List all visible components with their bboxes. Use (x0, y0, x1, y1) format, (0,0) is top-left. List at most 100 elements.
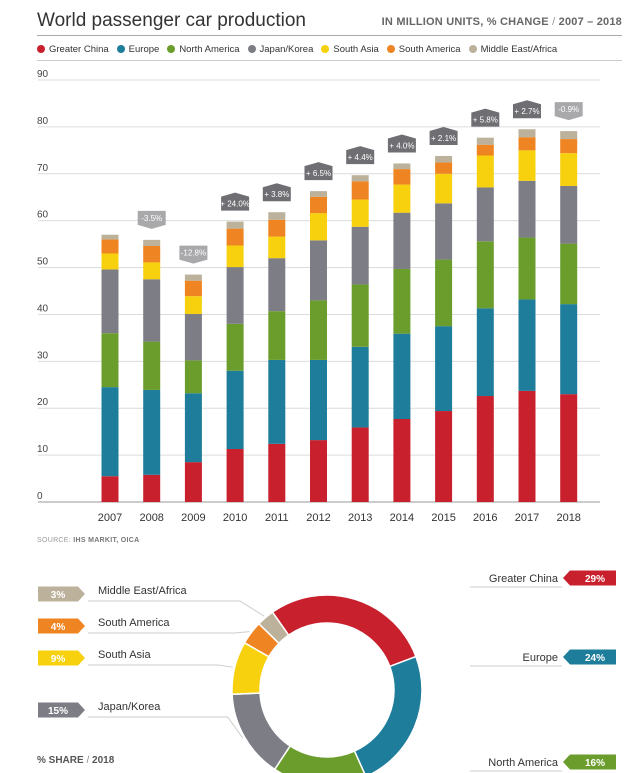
legend-swatch (37, 45, 45, 53)
title-divider (37, 35, 622, 36)
donut-south-asia-badge (38, 650, 85, 666)
donut-south-america-leader (88, 631, 250, 634)
bar-segment-south-asia-2011 (268, 236, 286, 259)
legend-swatch (247, 45, 256, 53)
donut-middle-east-africa-badge (38, 586, 85, 602)
legend-label: South America (398, 43, 461, 55)
chart-subtitle: IN MILLION UNITS, % CHANGE / 2007 – 2018 (382, 16, 622, 28)
bar-segment-middle-east-africa-2015 (435, 155, 453, 163)
donut-middle-east-africa-leader (88, 600, 265, 617)
x-tick-label: 2009 (181, 512, 205, 524)
change-callout-2014 (387, 134, 416, 153)
bar-segment-europe-2012 (310, 359, 327, 441)
x-tick-label: 2014 (390, 512, 414, 524)
legend-label: South Asia (333, 43, 379, 55)
bar-segment-middle-east-africa-2013 (351, 175, 369, 182)
donut-south-asia-percent: 9% (51, 654, 66, 665)
change-callout-2015 (429, 126, 458, 145)
bar-segment-north-america-2012 (310, 300, 327, 360)
bar-segment-japan-korea-2010 (226, 267, 244, 324)
donut-japan-korea-label: Japan/Korea (98, 701, 161, 713)
bar-segment-middle-east-africa-2009 (184, 274, 202, 281)
change-label-2010: + 24.0% (220, 200, 250, 209)
bar-segment-south-asia-2016 (476, 155, 494, 188)
bar-segment-greater-china-2018 (560, 394, 578, 502)
bar-segment-south-asia-2008 (143, 262, 161, 280)
bar-segment-north-america-2015 (435, 259, 453, 327)
change-label-2014: + 4.0% (389, 141, 414, 150)
bar-segment-middle-east-africa-2011 (268, 212, 286, 220)
bar-segment-europe-2015 (435, 326, 453, 412)
bar-segment-europe-2011 (268, 359, 286, 444)
change-label-2016: + 5.8% (473, 116, 498, 125)
donut-slice-japan-korea (231, 692, 292, 771)
bar-segment-south-asia-2012 (310, 213, 327, 241)
donut-north-america-label: North America (488, 757, 559, 769)
change-label-2011: + 3.8% (264, 190, 289, 199)
donut-greater-china-label: Greater China (489, 573, 559, 585)
legend-item-north-america: North America (167, 44, 240, 55)
bar-segment-japan-korea-2017 (518, 180, 536, 238)
bar-segment-south-asia-2015 (435, 173, 453, 204)
bar-segment-middle-east-africa-2012 (310, 191, 327, 197)
bar-segment-south-asia-2014 (393, 184, 411, 213)
x-tick-label: 2015 (431, 512, 455, 524)
donut-slice-greater-china (271, 594, 417, 668)
donut-south-asia-label: South Asia (98, 649, 151, 661)
bar-segment-middle-east-africa-2017 (518, 129, 536, 138)
donut-japan-korea-badge (38, 702, 85, 718)
bar-segment-japan-korea-2012 (310, 240, 327, 301)
bar-segment-south-america-2011 (268, 219, 286, 237)
chart-title: World passenger car production (37, 10, 306, 31)
legend-label: Greater China (49, 43, 109, 55)
change-callout-2008 (137, 210, 166, 229)
bar-segment-japan-korea-2009 (184, 313, 202, 361)
y-tick-label: 50 (37, 257, 49, 268)
source-prefix: SOURCE: (37, 537, 71, 544)
bar-segment-japan-korea-2011 (268, 258, 286, 312)
change-callout-2012 (304, 162, 333, 181)
bar-segment-north-america-2010 (226, 323, 244, 371)
bar-segment-japan-korea-2008 (143, 279, 161, 342)
bar-segment-south-america-2016 (476, 144, 494, 156)
change-label-2008: -3.5% (141, 214, 162, 223)
y-tick-label: 20 (37, 397, 49, 408)
bar-segment-europe-2009 (184, 393, 202, 463)
bar-segment-south-america-2014 (393, 169, 411, 185)
change-callout-2009 (179, 245, 208, 264)
change-callout-2017 (513, 100, 541, 119)
change-callout-2018 (554, 102, 583, 121)
change-label-2012: + 6.5% (306, 169, 331, 178)
share-label-text: % SHARE (37, 755, 84, 766)
bar-segment-south-asia-2007 (101, 253, 119, 270)
legend-swatch (116, 45, 125, 53)
share-label-year: 2018 (92, 755, 115, 766)
donut-japan-korea-percent: 15% (48, 706, 68, 717)
bar-segment-south-america-2007 (101, 239, 119, 254)
subtitle-years: 2007 – 2018 (558, 16, 622, 28)
bar-segment-north-america-2018 (560, 243, 578, 305)
legend-swatch (321, 45, 330, 53)
donut-europe-label: Europe (523, 652, 558, 664)
bar-segment-greater-china-2016 (476, 396, 494, 502)
legend-item-europe: Europe (116, 43, 160, 55)
legend-swatch (386, 45, 395, 53)
change-callout-2013 (346, 146, 375, 165)
bar-segment-north-america-2017 (518, 237, 536, 300)
bar-segment-north-america-2011 (268, 311, 286, 360)
legend-item-south-asia: South Asia (321, 43, 379, 55)
legend-label: Europe (128, 43, 160, 55)
bar-segment-middle-east-africa-2008 (143, 239, 161, 246)
bar-segment-greater-china-2009 (184, 462, 202, 502)
bar-segment-greater-china-2013 (351, 427, 369, 502)
x-tick-label: 2017 (515, 512, 539, 524)
bar-segment-europe-2010 (226, 370, 244, 450)
y-tick-label: 0 (37, 491, 43, 502)
bar-segment-greater-china-2015 (435, 411, 453, 502)
legend-item-middle-east-africa: Middle East/Africa (468, 44, 557, 55)
bar-segment-europe-2007 (101, 387, 119, 477)
legend-label: Japan/Korea (259, 43, 314, 55)
bar-segment-japan-korea-2015 (435, 203, 453, 260)
donut-slice-middle-east-africa (257, 611, 290, 645)
bar-segment-north-america-2007 (101, 333, 119, 388)
